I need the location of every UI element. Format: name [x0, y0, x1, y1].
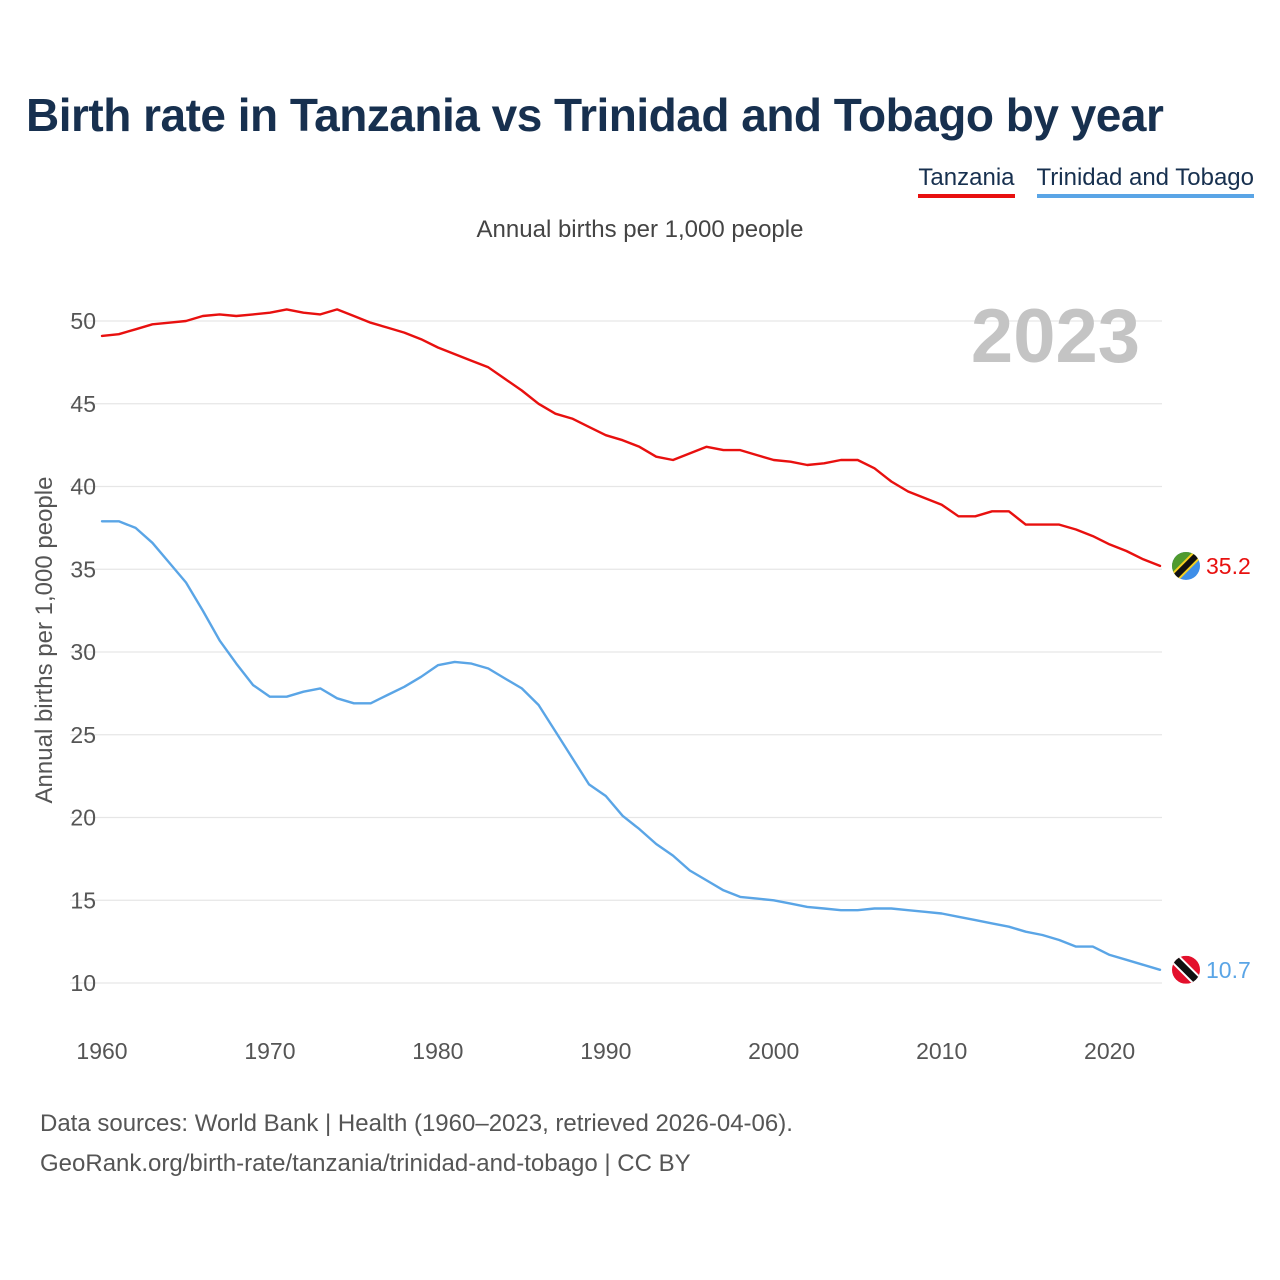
- x-tick-label: 2010: [916, 1038, 967, 1064]
- flag-trinidad-and-tobago-icon: [1172, 955, 1200, 984]
- x-tick-label: 1990: [580, 1038, 631, 1064]
- flag-tanzania-icon: [1172, 551, 1200, 580]
- footer-sources: Data sources: World Bank | Health (1960–…: [40, 1110, 793, 1137]
- y-tick-label: 25: [70, 722, 96, 748]
- chart-title: Birth rate in Tanzania vs Trinidad and T…: [26, 89, 1164, 141]
- y-axis-ticks: 10 15 20 25 30 35 40 45 50: [70, 308, 96, 996]
- footer: Data sources: World Bank | Health (1960–…: [40, 1104, 793, 1184]
- series-line-tanzania: [100, 308, 1162, 568]
- series-line-trinidad-and-tobago: [100, 520, 1162, 971]
- end-value-trinidad-and-tobago: 10.7: [1206, 957, 1251, 983]
- chart-subtitle: Annual births per 1,000 people: [476, 216, 804, 243]
- y-tick-label: 10: [70, 970, 96, 996]
- y-axis-label: Annual births per 1,000 people: [31, 477, 58, 804]
- series-endpoints: 35.2 10.7: [1172, 551, 1251, 984]
- y-tick-label: 40: [70, 474, 96, 500]
- series-lines: [100, 308, 1162, 971]
- y-tick-label: 50: [70, 308, 96, 334]
- y-tick-label: 35: [70, 556, 96, 582]
- y-tick-label: 20: [70, 805, 96, 831]
- year-watermark: 2023: [971, 294, 1140, 379]
- legend-item-tanzania[interactable]: Tanzania: [918, 164, 1015, 198]
- x-tick-label: 2020: [1084, 1038, 1135, 1064]
- x-tick-label: 1980: [412, 1038, 463, 1064]
- y-tick-label: 15: [70, 887, 96, 913]
- y-tick-label: 30: [70, 639, 96, 665]
- footer-attribution: GeoRank.org/birth-rate/tanzania/trinidad…: [40, 1150, 691, 1177]
- x-axis-ticks: 1960 1970 1980 1990 2000 2010 2020: [76, 1038, 1135, 1064]
- x-tick-label: 1960: [76, 1038, 127, 1064]
- end-value-tanzania: 35.2: [1206, 553, 1251, 579]
- legend: Tanzania Trinidad and Tobago: [918, 164, 1254, 198]
- y-tick-label: 45: [70, 391, 96, 417]
- legend-item-trinidad-and-tobago[interactable]: Trinidad and Tobago: [1036, 164, 1254, 198]
- gridlines: [70, 320, 1162, 984]
- x-tick-label: 1970: [244, 1038, 295, 1064]
- x-tick-label: 2000: [748, 1038, 799, 1064]
